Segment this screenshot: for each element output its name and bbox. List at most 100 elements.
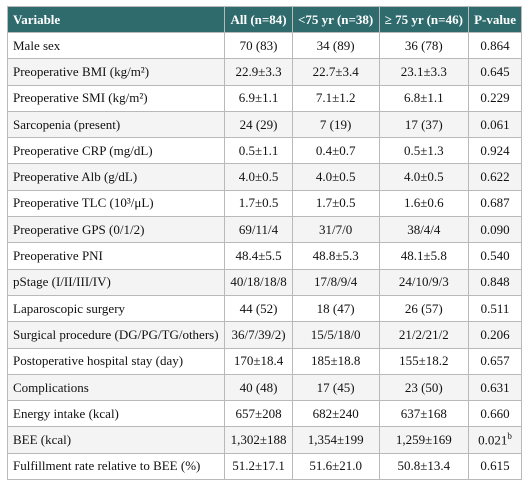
table-row: Preoperative CRP (mg/dL) 0.5±1.1 0.4±0.7 0.… bbox=[6, 137, 522, 165]
table-cell: 69/11/4 bbox=[224, 216, 293, 244]
table-cell: 0.229 bbox=[468, 84, 522, 112]
table-cell: Preoperative BMI (kg/m²) bbox=[6, 58, 226, 86]
cell-text: 0.021 bbox=[478, 432, 508, 448]
footnote-mark: b bbox=[507, 431, 512, 442]
table-cell: 657±208 bbox=[224, 400, 293, 428]
table-row: Surgical procedure (DG/PG/TG/others) 36/7… bbox=[6, 321, 522, 349]
table-body: Male sex 70 (83) 34 (89) 36 (78) 0.864 Preope… bbox=[6, 31, 522, 481]
table-cell: Postoperative hospital stay (day) bbox=[6, 347, 226, 375]
table-row: Complications 40 (48) 17 (45) 23 (50) 0.631 bbox=[6, 373, 522, 402]
header-cell: Variable bbox=[6, 6, 226, 33]
table-cell: 4.0±0.5 bbox=[291, 163, 380, 191]
table-cell: 48.4±5.5 bbox=[224, 242, 293, 270]
table-cell: Surgical procedure (DG/PG/TG/others) bbox=[6, 321, 226, 349]
table-cell: 0.657 bbox=[468, 347, 522, 375]
table-row: Preoperative GPS (0/1/2) 69/11/4 31/7/0 38/… bbox=[6, 216, 522, 244]
header-row: Variable All (n=84) <75 yr (n=38) ≥ 75 yr (… bbox=[6, 6, 522, 33]
table-cell: Preoperative SMI (kg/m²) bbox=[6, 84, 226, 112]
table-cell: 17/8/9/4 bbox=[291, 268, 380, 296]
table-cell: 26 (57) bbox=[378, 294, 470, 323]
table-cell: 0.5±1.1 bbox=[224, 137, 293, 165]
table-cell: 0.660 bbox=[468, 400, 522, 428]
table-cell: 22.7±3.4 bbox=[291, 58, 380, 86]
table-cell: 185±18.8 bbox=[291, 347, 380, 375]
table-cell: 0.511 bbox=[468, 294, 522, 323]
table-row: Preoperative PNI 48.4±5.5 48.8±5.3 48.1±5.8… bbox=[6, 242, 522, 270]
table-cell: 51.6±21.0 bbox=[291, 452, 380, 481]
table-cell: Preoperative TLC (10³/μL) bbox=[6, 189, 226, 218]
table-cell: 682±240 bbox=[291, 400, 380, 428]
table-cell: 4.0±0.5 bbox=[378, 163, 470, 191]
table-cell: 0.848 bbox=[468, 268, 522, 296]
table-cell: 0.4±0.7 bbox=[291, 137, 380, 165]
table-row: Preoperative BMI (kg/m²) 22.9±3.3 22.7±3.4… bbox=[6, 58, 522, 86]
table-cell: 0.090 bbox=[468, 216, 522, 244]
table-cell: 48.8±5.3 bbox=[291, 242, 380, 270]
table-cell: 21/2/21/2 bbox=[378, 321, 470, 349]
table-cell: 1,354±199 bbox=[291, 426, 380, 454]
table-cell: 38/4/4 bbox=[378, 216, 470, 244]
table-cell: 24/10/9/3 bbox=[378, 268, 470, 296]
table-cell: Preoperative Alb (g/dL) bbox=[6, 163, 226, 191]
table-cell: BEE (kcal) bbox=[6, 426, 226, 454]
table-row: Laparoscopic surgery 44 (52) 18 (47) 26 (57… bbox=[6, 294, 522, 323]
table-cell: 4.0±0.5 bbox=[224, 163, 293, 191]
table-cell: 40 (48) bbox=[224, 373, 293, 402]
table-cell: 6.8±1.1 bbox=[378, 84, 470, 112]
table-row: Preoperative SMI (kg/m²) 6.9±1.1 7.1±1.2 6.… bbox=[6, 84, 522, 112]
header-cell: ≥ 75 yr (n=46) bbox=[378, 6, 470, 33]
table-cell: 15/5/18/0 bbox=[291, 321, 380, 349]
table-cell: 1,302±188 bbox=[224, 426, 293, 454]
table-cell: 50.8±13.4 bbox=[378, 452, 470, 481]
table-cell: 0.924 bbox=[468, 137, 522, 165]
table-cell: 1.7±0.5 bbox=[291, 189, 380, 218]
table-cell: Preoperative PNI bbox=[6, 242, 226, 270]
table-cell: Energy intake (kcal) bbox=[6, 400, 226, 428]
table-cell: 155±18.2 bbox=[378, 347, 470, 375]
table-cell: 170±18.4 bbox=[224, 347, 293, 375]
table-cell: 0.206 bbox=[468, 321, 522, 349]
table-row: BEE (kcal) 1,302±188 1,354±199 1,259±169 0.0… bbox=[6, 426, 522, 454]
table-row: Fulfillment rate relative to BEE (%) 51.2… bbox=[6, 452, 522, 481]
table: Variable All (n=84) <75 yr (n=38) ≥ 75 yr (… bbox=[6, 6, 522, 481]
table-row: Postoperative hospital stay (day) 170±18.… bbox=[6, 347, 522, 375]
table-cell: 23 (50) bbox=[378, 373, 470, 402]
table-cell: 1.7±0.5 bbox=[224, 189, 293, 218]
table-cell: 0.615 bbox=[468, 452, 522, 481]
table-cell: 6.9±1.1 bbox=[224, 84, 293, 112]
table-row: pStage (I/II/III/IV) 40/18/18/8 17/8/9/4 24… bbox=[6, 268, 522, 296]
table-cell: 70 (83) bbox=[224, 31, 293, 60]
table-cell: 34 (89) bbox=[291, 31, 380, 60]
table-cell: Preoperative GPS (0/1/2) bbox=[6, 216, 226, 244]
table-cell: 48.1±5.8 bbox=[378, 242, 470, 270]
table-cell: 7.1±1.2 bbox=[291, 84, 380, 112]
table-cell: 23.1±3.3 bbox=[378, 58, 470, 86]
table-cell: 31/7/0 bbox=[291, 216, 380, 244]
table-cell: Male sex bbox=[6, 31, 226, 60]
table-cell: 51.2±17.1 bbox=[224, 452, 293, 481]
table-cell: 7 (19) bbox=[291, 110, 380, 139]
header-cell: <75 yr (n=38) bbox=[291, 6, 380, 33]
table-cell: 0.645 bbox=[468, 58, 522, 86]
table-cell: Complications bbox=[6, 373, 226, 402]
table-cell: 0.5±1.3 bbox=[378, 137, 470, 165]
table-cell: 0.540 bbox=[468, 242, 522, 270]
table-row: Preoperative TLC (10³/μL) 1.7±0.5 1.7±0.5 1… bbox=[6, 189, 522, 218]
table-cell: 0.061 bbox=[468, 110, 522, 139]
table-cell: 17 (45) bbox=[291, 373, 380, 402]
table-row: Male sex 70 (83) 34 (89) 36 (78) 0.864 bbox=[6, 31, 522, 60]
table-cell: 18 (47) bbox=[291, 294, 380, 323]
table-cell: Sarcopenia (present) bbox=[6, 110, 226, 139]
table-cell: 0.864 bbox=[468, 31, 522, 60]
table-cell: Preoperative CRP (mg/dL) bbox=[6, 137, 226, 165]
table-cell: 40/18/18/8 bbox=[224, 268, 293, 296]
table-cell: 637±168 bbox=[378, 400, 470, 428]
table-cell: 44 (52) bbox=[224, 294, 293, 323]
table-cell: 0.622 bbox=[468, 163, 522, 191]
table-cell: 22.9±3.3 bbox=[224, 58, 293, 86]
table-cell: Fulfillment rate relative to BEE (%) bbox=[6, 452, 226, 481]
header-cell: All (n=84) bbox=[224, 6, 293, 33]
table-cell: 1,259±169 bbox=[378, 426, 470, 454]
table-cell: 0.687 bbox=[468, 189, 522, 218]
table-row: Preoperative Alb (g/dL) 4.0±0.5 4.0±0.5 4.0… bbox=[6, 163, 522, 191]
